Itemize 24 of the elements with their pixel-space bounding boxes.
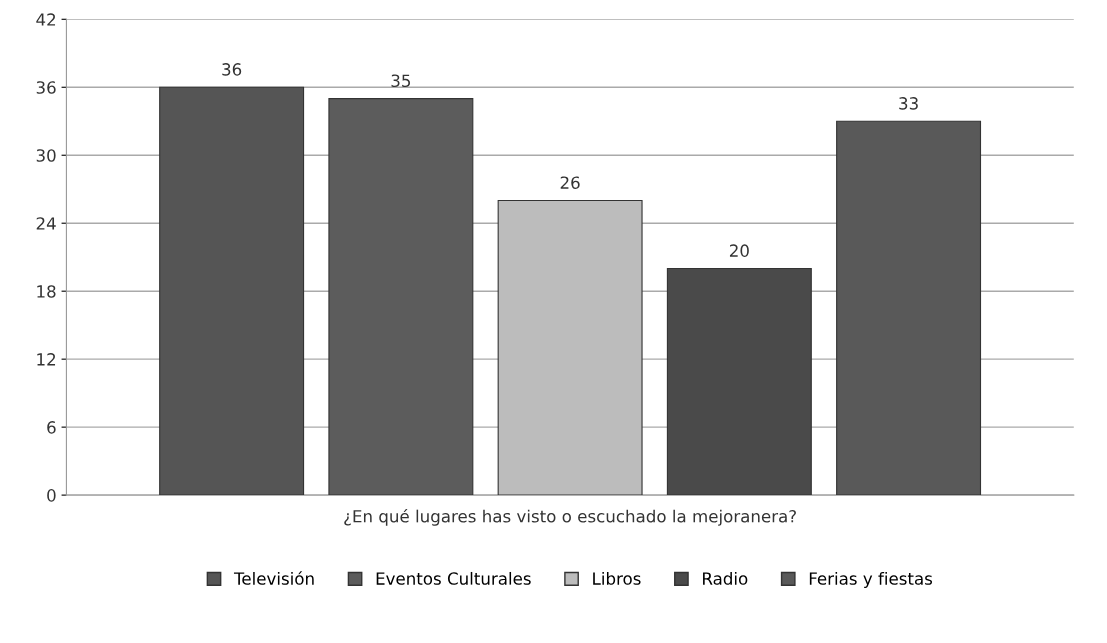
y-tick-label: 6 bbox=[47, 421, 56, 434]
data-label: 36 bbox=[222, 63, 242, 76]
y-tick-label: 30 bbox=[36, 149, 56, 162]
legend-label: Libros bbox=[593, 571, 641, 585]
y-tick-label: 42 bbox=[36, 13, 56, 26]
x-tick-label: ¿En qué lugares has visto o escuchado la mejoranera? bbox=[344, 509, 796, 526]
y-tick-label: 12 bbox=[37, 353, 56, 366]
bar bbox=[159, 86, 305, 496]
bar bbox=[328, 98, 474, 496]
bar bbox=[497, 199, 643, 496]
legend-label: Televisión bbox=[233, 571, 314, 585]
data-label: 35 bbox=[391, 74, 411, 88]
y-tick-label: 24 bbox=[36, 217, 56, 230]
legend-label: Eventos Culturales bbox=[376, 571, 531, 585]
data-label: 20 bbox=[729, 244, 749, 257]
data-label: 33 bbox=[899, 97, 918, 110]
y-tick-label: 0 bbox=[47, 489, 56, 502]
legend-label: Radio bbox=[703, 571, 748, 585]
bar bbox=[836, 120, 982, 496]
bar bbox=[666, 267, 812, 496]
data-label: 26 bbox=[560, 176, 580, 189]
y-tick-label: 18 bbox=[37, 285, 56, 298]
legend-label: Ferias y fiestas bbox=[809, 571, 933, 589]
y-tick-label: 36 bbox=[36, 81, 56, 94]
